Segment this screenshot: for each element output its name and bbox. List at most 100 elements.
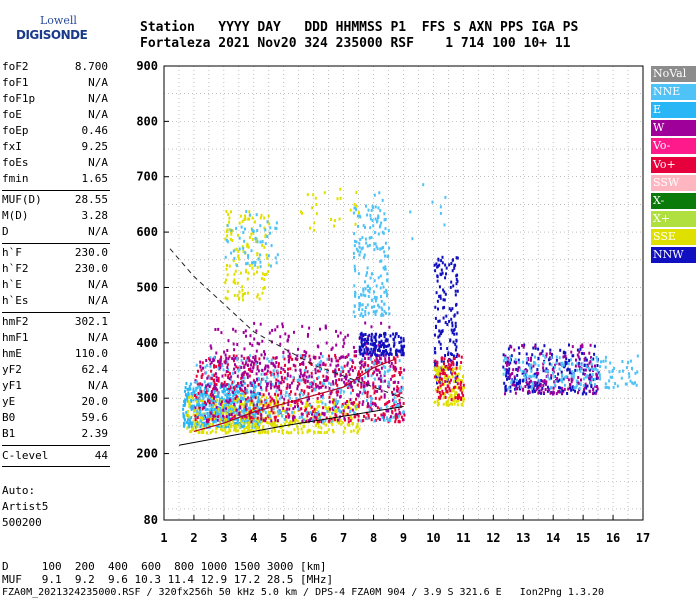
echo-point xyxy=(362,365,365,369)
echo-point xyxy=(340,370,342,374)
echo-point xyxy=(333,219,336,223)
echo-point xyxy=(201,403,204,407)
echo-point xyxy=(440,259,443,263)
echo-point xyxy=(353,350,356,354)
echo-point xyxy=(312,382,315,386)
echo-point xyxy=(203,402,206,406)
echo-point xyxy=(297,405,299,409)
echo-point xyxy=(588,377,591,381)
echo-point xyxy=(591,377,594,381)
echo-point xyxy=(592,388,594,392)
echo-point xyxy=(327,357,330,361)
echo-point xyxy=(386,418,389,422)
echo-point xyxy=(346,386,349,389)
echo-point xyxy=(361,236,364,240)
echo-point xyxy=(444,292,447,296)
echo-point xyxy=(381,361,384,365)
echo-point xyxy=(322,361,325,365)
echo-point xyxy=(386,369,389,373)
echo-point xyxy=(398,391,401,395)
echo-point xyxy=(584,382,587,386)
echo-point xyxy=(259,253,262,257)
echo-point xyxy=(279,410,282,414)
echo-point xyxy=(581,351,584,355)
echo-point xyxy=(313,221,316,225)
echo-point xyxy=(330,383,333,387)
echo-point xyxy=(380,366,383,370)
echo-point xyxy=(542,384,545,387)
echo-point xyxy=(258,357,261,361)
param-label: h`Es xyxy=(2,294,29,307)
echo-point xyxy=(262,393,265,397)
echo-point xyxy=(225,278,228,282)
echo-point xyxy=(455,355,458,358)
echo-point xyxy=(206,411,209,415)
echo-point xyxy=(517,382,520,386)
echo-point xyxy=(320,426,323,430)
echo-point xyxy=(507,347,510,351)
echo-point xyxy=(185,413,188,417)
echo-point xyxy=(294,405,296,409)
echo-point xyxy=(386,272,389,276)
echo-point xyxy=(335,359,338,363)
echo-point xyxy=(256,406,259,410)
echo-point xyxy=(439,396,442,400)
echo-point xyxy=(235,408,238,412)
echo-point xyxy=(224,384,227,388)
echo-point xyxy=(538,379,541,383)
echo-point xyxy=(250,409,253,413)
echo-point xyxy=(235,247,238,251)
legend-item-x-: X- xyxy=(651,192,696,209)
echo-point xyxy=(557,372,560,376)
echo-point xyxy=(552,386,555,390)
echo-point xyxy=(232,327,235,331)
echo-point xyxy=(450,317,453,321)
echo-point xyxy=(367,338,370,342)
echo-point xyxy=(318,404,321,408)
y-tick-label: 800 xyxy=(136,114,158,128)
echo-point xyxy=(203,380,206,384)
echo-point xyxy=(253,409,256,413)
echo-point xyxy=(208,408,211,412)
echo-point xyxy=(246,242,249,246)
echo-point xyxy=(211,399,214,403)
echo-point xyxy=(384,217,387,221)
param-value: 230.0 xyxy=(74,246,108,259)
echo-point xyxy=(198,384,201,388)
echo-point xyxy=(287,334,290,338)
legend-item-nnw: NNW xyxy=(651,247,696,263)
echo-point xyxy=(534,346,537,350)
echo-point xyxy=(548,377,551,381)
echo-point xyxy=(289,384,291,388)
echo-point xyxy=(272,356,275,360)
echo-point xyxy=(228,216,231,220)
echo-point xyxy=(300,407,303,411)
echo-point xyxy=(210,346,213,350)
echo-point xyxy=(224,255,227,259)
echo-point xyxy=(310,371,313,375)
echo-point xyxy=(247,254,250,257)
echo-point xyxy=(184,418,186,422)
echo-point xyxy=(247,367,250,371)
echo-point xyxy=(372,310,375,314)
echo-point xyxy=(226,273,229,277)
echo-point xyxy=(519,368,522,372)
echo-point xyxy=(376,247,379,251)
echo-point xyxy=(312,193,315,197)
echo-point xyxy=(302,354,305,358)
echo-point xyxy=(251,381,254,385)
echo-point xyxy=(268,411,271,414)
echo-point xyxy=(268,380,271,384)
echo-point xyxy=(284,363,286,367)
echo-point xyxy=(368,367,371,371)
echo-point xyxy=(301,419,304,423)
echo-point xyxy=(183,424,186,428)
echo-point xyxy=(250,393,253,397)
echo-point xyxy=(346,384,349,388)
echo-point xyxy=(368,236,371,240)
echo-point xyxy=(632,382,635,386)
echo-point xyxy=(439,386,442,390)
echo-point xyxy=(231,229,234,233)
echo-point xyxy=(265,380,268,384)
echo-point xyxy=(358,304,361,308)
